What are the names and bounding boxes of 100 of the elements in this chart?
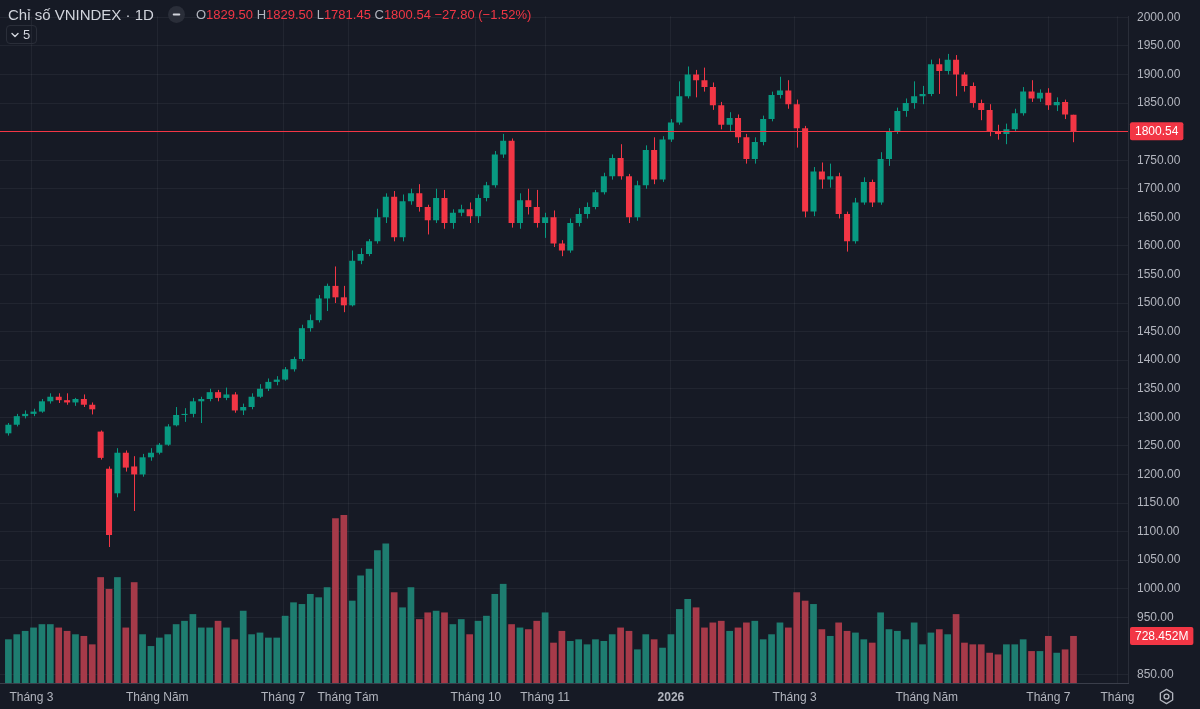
- bar: [550, 642, 557, 683]
- bar: [1028, 651, 1035, 683]
- bar: [717, 620, 725, 683]
- bar: [541, 612, 549, 683]
- bar: [139, 634, 146, 683]
- y-tick-label: 2000.00: [1137, 9, 1181, 24]
- y-tick-label: 1900.00: [1137, 66, 1181, 81]
- x-tick-label: Tháng 11: [520, 689, 571, 704]
- bar: [457, 619, 465, 683]
- bar: [114, 577, 121, 683]
- y-tick-label: 1200.00: [1137, 466, 1181, 481]
- x-tick-label: Tháng 7: [261, 689, 306, 704]
- bar: [726, 630, 733, 683]
- bar: [55, 627, 63, 683]
- bar: [617, 627, 624, 683]
- bar: [1019, 639, 1027, 683]
- bar: [1070, 635, 1077, 683]
- candlestick: [827, 163, 834, 189]
- chart-title: Chỉ số VNINDEX · 1D: [8, 5, 154, 23]
- bar: [751, 620, 759, 683]
- bar: [1036, 651, 1044, 683]
- y-tick-label: 950.00: [1137, 609, 1175, 624]
- ref-line-label: 1800.54: [1135, 124, 1179, 139]
- y-tick-label: 1750.00: [1137, 152, 1181, 167]
- y-tick-label: 1500.00: [1137, 295, 1181, 310]
- bar: [130, 582, 138, 683]
- bar: [877, 612, 884, 683]
- bar: [390, 592, 398, 683]
- x-tick-label: Tháng Năm: [125, 689, 189, 704]
- bar: [743, 622, 750, 683]
- y-tick-label: 1250.00: [1137, 438, 1181, 453]
- bar: [885, 629, 893, 683]
- x-tick-label: Tháng Tám: [317, 689, 379, 704]
- bar: [944, 634, 952, 683]
- y-tick-label: 1000.00: [1137, 581, 1181, 596]
- y-tick-label: 1350.00: [1137, 381, 1181, 396]
- y-tick-label: 1700.00: [1137, 181, 1181, 196]
- x-tick-label: Tháng 7: [1026, 689, 1071, 704]
- bar: [1044, 635, 1052, 683]
- bar: [583, 644, 591, 683]
- bar: [701, 627, 708, 683]
- bar: [1053, 652, 1061, 683]
- bar: [667, 634, 675, 683]
- bar: [441, 612, 448, 683]
- toggle-button: 5: [6, 25, 38, 44]
- bar: [659, 647, 666, 683]
- annotation: 5: [23, 27, 31, 42]
- y-tick-label: 1050.00: [1137, 552, 1181, 567]
- y-tick-label: 1100.00: [1137, 523, 1180, 538]
- bar: [499, 583, 507, 683]
- bar: [826, 635, 834, 683]
- x-tick-label: Tháng 3: [772, 689, 817, 704]
- y-tick-label: 1550.00: [1137, 266, 1181, 281]
- bar: [835, 622, 843, 683]
- candlestick: [810, 166, 817, 217]
- y-tick-label: 1400.00: [1137, 352, 1181, 367]
- y-tick-label: 1600.00: [1137, 238, 1181, 253]
- y-tick-label: 1450.00: [1137, 323, 1181, 338]
- bar: [1061, 649, 1069, 683]
- candlestick: [550, 209, 557, 248]
- candlestick: [223, 387, 230, 401]
- bar: [223, 627, 230, 683]
- bar: [407, 587, 415, 683]
- x-tick-label: Tháng: [1100, 689, 1135, 704]
- bar: [818, 629, 826, 683]
- bar: [650, 639, 658, 683]
- bar: [449, 624, 457, 683]
- bar: [46, 624, 54, 683]
- y-tick-label: 1850.00: [1137, 95, 1181, 110]
- x-tick-label: 2026: [657, 689, 685, 704]
- x-tick-label: Tháng 3: [9, 689, 54, 704]
- bar: [181, 620, 188, 683]
- bar: [935, 629, 943, 683]
- bar: [810, 604, 817, 683]
- candlestick: [441, 189, 448, 230]
- y-tick-label: 850.00: [1137, 666, 1175, 681]
- text: O1829.50 H1829.50 L1781.45 C1800.54 −27.80 (−1.52%): [195, 6, 532, 22]
- bar: [952, 614, 960, 683]
- text: 728.452M: [1135, 628, 1189, 643]
- bar: [172, 624, 180, 683]
- bar: [147, 646, 155, 683]
- bar: [189, 614, 197, 683]
- candlestick: [458, 204, 465, 217]
- bar: [692, 607, 700, 683]
- y-tick-label: 1300.00: [1137, 409, 1181, 424]
- bar: [466, 634, 474, 683]
- x-tick-label: Tháng 10: [450, 689, 502, 704]
- bar: [38, 624, 46, 683]
- bar: [868, 642, 876, 683]
- bar: [608, 634, 616, 683]
- x-tick-label: Tháng Năm: [895, 689, 959, 704]
- y-tick-label: 1650.00: [1137, 209, 1181, 224]
- bar: [508, 624, 515, 683]
- bar: [323, 587, 331, 683]
- bar: [919, 644, 926, 683]
- bar: [399, 607, 406, 683]
- bar: [122, 627, 130, 683]
- bar: [994, 654, 1002, 683]
- bar: [72, 634, 79, 683]
- bar: [231, 639, 239, 683]
